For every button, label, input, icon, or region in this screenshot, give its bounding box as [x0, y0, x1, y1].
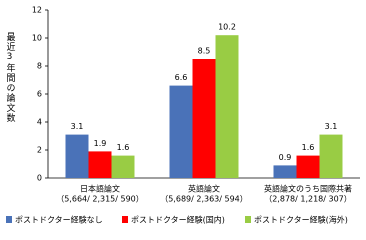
value-label: 3.1 — [325, 122, 338, 131]
bar — [111, 155, 135, 178]
bar — [88, 151, 112, 178]
y-tick-label: 10 — [32, 34, 42, 43]
x-tick-label: 日本語論文 — [80, 184, 120, 194]
value-label: 0.9 — [279, 153, 292, 162]
bar — [192, 59, 216, 178]
x-tick-label: 英語論文 — [188, 184, 220, 194]
value-label: 1.6 — [117, 143, 130, 152]
bar — [169, 85, 193, 178]
y-tick-label: 4 — [37, 118, 42, 127]
y-axis-label: 最近3年間の論文数 — [5, 32, 16, 123]
legend-swatch — [245, 216, 251, 223]
value-label: 1.9 — [94, 139, 107, 148]
legend-label: ポストドクター経験なし — [15, 215, 103, 225]
x-tick-label: 英語論文のうち国際共著 — [264, 184, 352, 194]
bar — [319, 134, 343, 178]
x-tick-note: （2,878/ 1,218/ 307） — [264, 195, 352, 204]
legend-label: ポストドクター経験(国内) — [131, 215, 225, 225]
legend-swatch — [6, 216, 12, 223]
bar — [296, 155, 320, 178]
bar — [65, 134, 89, 178]
y-tick-label: 2 — [37, 146, 42, 155]
value-label: 10.2 — [218, 23, 236, 32]
bar — [215, 35, 239, 179]
y-tick-label: 6 — [37, 90, 42, 99]
y-tick-label: 8 — [37, 62, 42, 71]
bar — [273, 165, 297, 178]
y-tick-label: 0 — [37, 174, 42, 183]
legend-swatch — [122, 216, 128, 223]
value-label: 6.6 — [175, 73, 188, 82]
value-label: 3.1 — [71, 122, 84, 131]
value-label: 1.6 — [302, 143, 315, 152]
x-tick-note: （5,689/ 2,363/ 594） — [160, 195, 248, 204]
chart: 最近3年間の論文数 0 2 4 6 8 10 12 日本語論文（5,664/ 2,315/ 5… — [5, 6, 360, 225]
value-label: 8.5 — [198, 47, 211, 56]
y-tick-label: 12 — [32, 6, 42, 15]
legend-label: ポストドクター経験(海外) — [254, 215, 348, 225]
x-tick-note: （5,664/ 2,315/ 590） — [56, 195, 144, 204]
